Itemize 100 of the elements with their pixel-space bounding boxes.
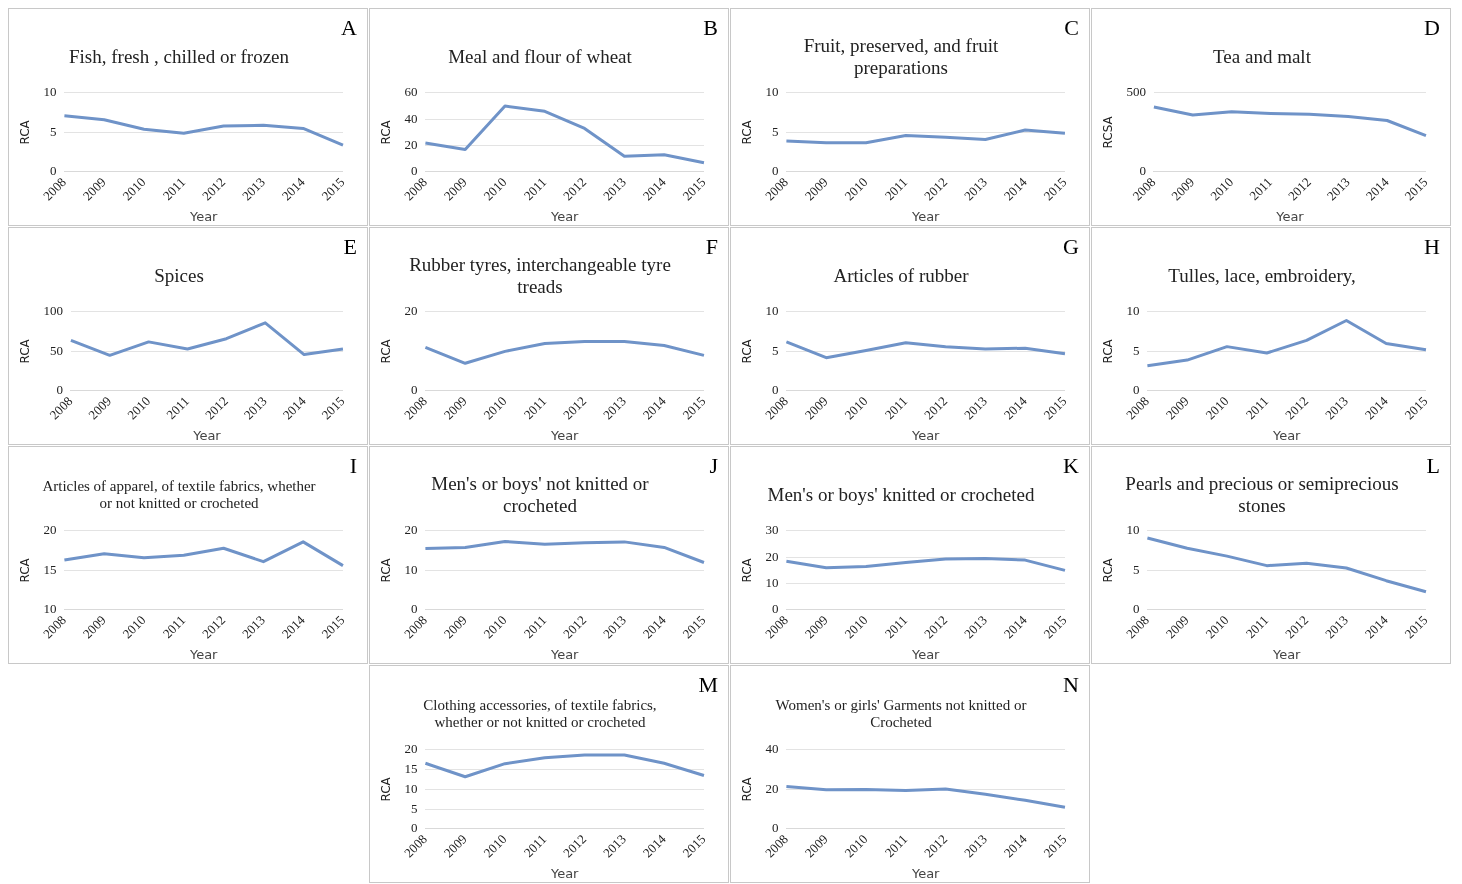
x-tick-label: 2011 [163, 393, 193, 423]
y-axis-title: RCA [379, 776, 394, 802]
x-tick-label: 2011 [159, 612, 189, 642]
text: I [349, 453, 357, 479]
x-tick-label: 2011 [1246, 174, 1276, 204]
text: A [341, 15, 357, 41]
x-axis-title: Year [549, 427, 580, 443]
y-tick-label: 20 [404, 137, 418, 153]
chart-title: Clothing accessories, of textile fabrics, whether or not knitted or crocheted [422, 695, 658, 732]
y-tick-label: 20 [43, 522, 57, 538]
y-tick-label: 5 [1132, 561, 1140, 577]
chart-title: Tulles, lace, embroidery, [1167, 264, 1357, 289]
y-axis-title: RCA [379, 557, 394, 583]
y-tick-label: 15 [404, 761, 418, 777]
y-axis-title: RCA [740, 338, 755, 364]
x-tick-label: 2011 [1242, 612, 1272, 642]
x-axis-title: Year [1271, 427, 1302, 443]
y-axis-title: RCA [18, 338, 33, 364]
chart-title: Articles of apparel, of textile fabrics, whether or not knitted or crocheted [41, 476, 317, 513]
y-tick-label: 10 [404, 561, 418, 577]
chart-title: Fruit, preserved, and fruit preparations [802, 35, 1000, 79]
text: L [1426, 453, 1440, 479]
y-axis-title: RCSA [1101, 115, 1116, 149]
y-tick-label: 0 [410, 820, 418, 836]
x-axis-title: Year [910, 427, 941, 443]
y-tick-label: 0 [1132, 382, 1140, 398]
x-axis-title: Year [910, 208, 941, 224]
x-axis-title: Year [192, 427, 222, 443]
chart-title: Articles of rubber [832, 264, 970, 289]
y-tick-label: 20 [404, 741, 418, 757]
y-axis-title: RCA [740, 557, 755, 583]
y-axis-title: RCA [18, 557, 33, 583]
x-tick-label: 2011 [520, 612, 550, 642]
x-axis-title: Year [1271, 646, 1302, 662]
y-axis-title: RCA [18, 119, 33, 145]
x-tick-label: 2011 [159, 174, 189, 204]
text: B [703, 15, 718, 41]
x-tick-label: 2011 [881, 174, 911, 204]
y-tick-label: 10 [765, 84, 779, 100]
y-tick-label: 0 [49, 163, 57, 179]
y-tick-label: 0 [1132, 601, 1140, 617]
x-tick-label: 2011 [520, 174, 550, 204]
y-tick-label: 5 [771, 342, 779, 358]
text: D [1424, 15, 1440, 41]
x-axis-title: Year [549, 646, 580, 662]
y-tick-label: 0 [410, 382, 418, 398]
chart-title: Spices [153, 264, 205, 289]
chart-title: Women's or girls' Garments not knitted or Crocheted [774, 695, 1028, 732]
chart-title: Meal and flour of wheat [447, 45, 633, 70]
y-tick-label: 10 [43, 601, 57, 617]
y-tick-label: 20 [765, 548, 779, 564]
y-tick-label: 0 [1139, 163, 1146, 179]
y-axis-title: RCA [740, 119, 755, 145]
y-axis-title: RCA [1101, 338, 1116, 364]
x-tick-label: 2011 [881, 393, 911, 423]
text: E [343, 234, 357, 260]
y-axis-title: RCA [379, 119, 394, 145]
y-tick-label: 15 [43, 561, 57, 577]
x-axis-title: Year [549, 865, 580, 881]
y-tick-label: 30 [765, 522, 779, 538]
text: K [1063, 453, 1079, 479]
y-tick-label: 5 [410, 800, 418, 816]
y-tick-label: 0 [56, 382, 63, 398]
y-tick-label: 20 [765, 780, 779, 796]
y-axis-title: RCA [740, 776, 755, 802]
y-tick-label: 5 [49, 123, 57, 139]
text: J [709, 453, 718, 479]
y-tick-label: 40 [404, 110, 418, 126]
y-tick-label: 5 [1132, 342, 1140, 358]
chart-title: Fish, fresh , chilled or frozen [68, 45, 290, 70]
chart-title: Rubber tyres, interchangeable tyre treads [408, 254, 672, 298]
y-tick-label: 0 [410, 601, 418, 617]
chart-title: Men's or boys' not knitted or crocheted [430, 473, 650, 517]
y-tick-label: 10 [765, 303, 779, 319]
x-axis-title: Year [549, 208, 580, 224]
y-tick-label: 10 [1126, 303, 1140, 319]
x-axis-title: Year [188, 208, 219, 224]
y-axis-title: RCA [379, 338, 394, 364]
text: N [1063, 672, 1079, 698]
y-tick-label: 10 [765, 575, 779, 591]
x-tick-label: 2011 [881, 612, 911, 642]
y-tick-label: 40 [765, 741, 779, 757]
chart-title: Pearls and precious or semiprecious stones [1124, 473, 1400, 517]
text: F [705, 234, 718, 260]
x-axis-title: Year [1275, 208, 1305, 224]
y-tick-label: 0 [771, 601, 779, 617]
y-axis-title: RCA [1101, 557, 1116, 583]
x-tick-label: 2011 [881, 831, 911, 861]
y-tick-label: 100 [43, 303, 63, 319]
chart-title: Men's or boys' knitted or crocheted [766, 483, 1036, 508]
text: M [698, 672, 718, 698]
chart-title: Tea and malt [1212, 45, 1312, 70]
x-tick-label: 2011 [1242, 393, 1272, 423]
y-tick-label: 10 [1126, 522, 1140, 538]
y-tick-label: 10 [404, 780, 418, 796]
y-tick-label: 500 [1126, 84, 1146, 100]
x-axis-title: Year [188, 646, 219, 662]
y-tick-label: 0 [771, 820, 779, 836]
y-tick-label: 0 [771, 382, 779, 398]
x-axis-title: Year [910, 865, 941, 881]
